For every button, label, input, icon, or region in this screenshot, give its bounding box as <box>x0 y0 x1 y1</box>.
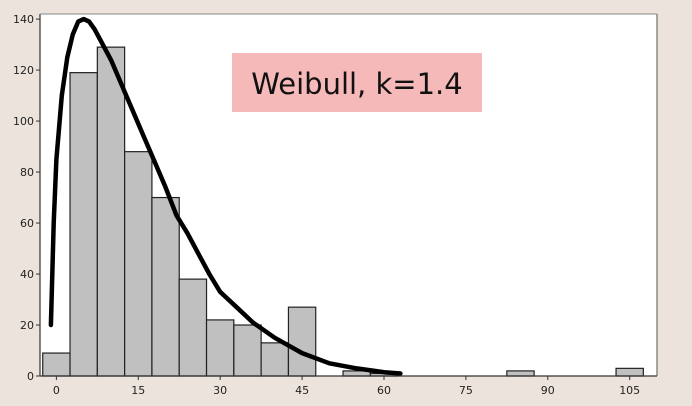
x-tick-label-90: 90 <box>541 384 555 397</box>
x-tick-label-30: 30 <box>213 384 227 397</box>
annotation-box <box>232 53 482 112</box>
histogram-bar-2 <box>96 46 126 377</box>
axes: 0 20 40 60 80 100 120 140 0 15 30 45 60 75 90 105 <box>13 13 658 397</box>
histogram-bar-4 <box>151 196 180 377</box>
x-tick-label-45: 45 <box>295 384 309 397</box>
y-tick-label-80: 80 <box>20 166 34 179</box>
histogram-bar-13 <box>615 367 644 377</box>
y-tick-label-0: 0 <box>27 370 34 383</box>
weibull-fit-curve <box>48 16 403 376</box>
histogram-bar-6 <box>205 319 235 377</box>
histogram-bars <box>42 46 644 377</box>
histogram-bar-9 <box>287 306 317 377</box>
y-tick-label-20: 20 <box>20 319 34 332</box>
x-tick-label-15: 15 <box>131 384 145 397</box>
histogram-bar-8 <box>260 342 290 377</box>
histogram-bar-0 <box>42 352 71 377</box>
x-tick-label-105: 105 <box>619 384 640 397</box>
histogram-bar-7 <box>233 324 262 377</box>
histogram-bar-12 <box>506 370 535 377</box>
x-tick-label-0: 0 <box>53 384 60 397</box>
y-tick-label-40: 40 <box>20 268 34 281</box>
histogram-bar-3 <box>124 151 153 377</box>
histogram-bar-5 <box>178 278 208 377</box>
annotation-text: Weibull, k=1.4 <box>251 67 462 101</box>
y-tick-label-120: 120 <box>13 64 34 77</box>
y-tick-label-140: 140 <box>13 13 34 26</box>
x-tick-label-60: 60 <box>377 384 391 397</box>
x-tick-label-75: 75 <box>459 384 473 397</box>
annotation-label: Weibull, k=1.4 <box>232 53 482 112</box>
y-tick-label-100: 100 <box>13 115 34 128</box>
y-tick-label-60: 60 <box>20 217 34 230</box>
histogram-bar-1 <box>69 72 98 377</box>
